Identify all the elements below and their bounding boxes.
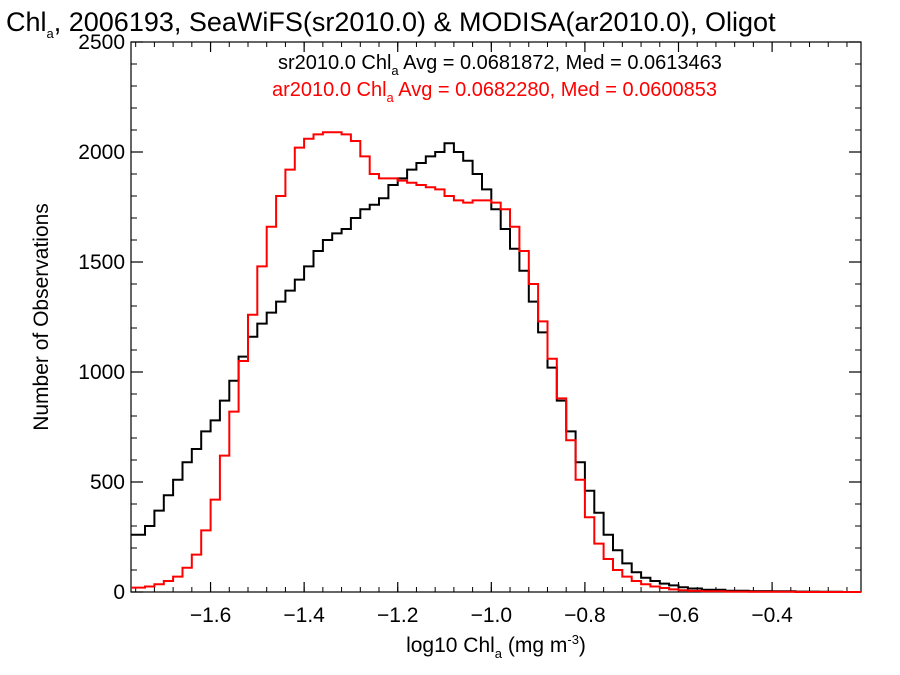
x-tick-label: −1.0 bbox=[471, 604, 512, 627]
x-axis-label-subscript: a bbox=[495, 646, 503, 661]
y-tick-label: 2000 bbox=[78, 141, 125, 164]
legend-entry-sr2010: sr2010.0 Chla Avg = 0.0681872, Med = 0.0… bbox=[278, 52, 722, 78]
x-axis-label-superscript: -3 bbox=[567, 632, 579, 647]
x-axis-label-unit: (mg m bbox=[502, 634, 567, 657]
x-tick-label: −1.2 bbox=[377, 604, 418, 627]
y-tick-label: 2500 bbox=[78, 31, 125, 54]
y-tick-label: 1500 bbox=[78, 251, 125, 274]
x-tick-label: −1.6 bbox=[190, 604, 231, 627]
x-tick-label: −0.4 bbox=[751, 604, 793, 627]
y-tick-label: 0 bbox=[113, 581, 125, 604]
series-ar2010-line bbox=[131, 131, 861, 593]
x-tick-label: −0.8 bbox=[564, 604, 605, 627]
chart-title-rest: , 2006193, SeaWiFS(sr2010.0) & MODISA(ar… bbox=[54, 7, 776, 37]
legend-ar2010-subscript: a bbox=[387, 90, 395, 105]
chart-title-main: Chl bbox=[6, 7, 47, 37]
chart-title-subscript: a bbox=[47, 26, 55, 41]
y-tick-label: 1000 bbox=[78, 361, 125, 384]
y-axis-label: Number of Observations bbox=[30, 203, 53, 431]
series-sr2010-line bbox=[131, 142, 861, 593]
x-tick-label: −0.6 bbox=[658, 604, 699, 627]
legend-ar2010-prefix: ar2010.0 Chl bbox=[272, 79, 387, 101]
chart-title: Chla, 2006193, SeaWiFS(sr2010.0) & MODIS… bbox=[6, 7, 776, 41]
legend-sr2010-prefix: sr2010.0 Chl bbox=[278, 52, 391, 74]
series-layer bbox=[131, 131, 861, 593]
legend-entry-ar2010: ar2010.0 Chla Avg = 0.0682280, Med = 0.0… bbox=[272, 79, 717, 105]
y-tick-label: 500 bbox=[90, 471, 125, 494]
plot-frame bbox=[130, 41, 862, 593]
legend-ar2010-stats: Avg = 0.0682280, Med = 0.0600853 bbox=[394, 79, 717, 101]
x-axis-ticks: −1.6 −1.4 −1.2 −1.0 −0.8 −0.6 −0.4 bbox=[135, 42, 848, 627]
x-axis-label-close: ) bbox=[579, 634, 586, 657]
legend-sr2010-subscript: a bbox=[391, 63, 399, 78]
x-axis-label: log10 Chla (mg m-3) bbox=[406, 632, 586, 661]
x-axis-label-main: log10 Chl bbox=[406, 634, 495, 657]
legend-sr2010-stats: Avg = 0.0681872, Med = 0.0613463 bbox=[399, 52, 722, 74]
y-axis-ticks: 0 500 1000 1500 2000 2500 bbox=[78, 31, 861, 604]
x-tick-label: −1.4 bbox=[283, 604, 325, 627]
